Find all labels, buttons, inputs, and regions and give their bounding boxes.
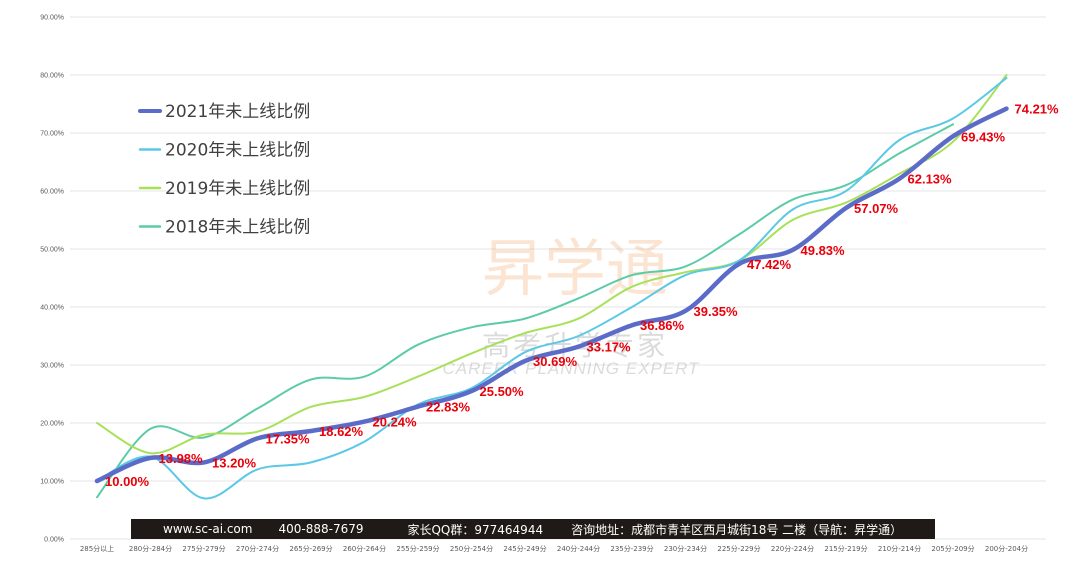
data-label: 33.17% — [587, 340, 632, 355]
watermark-logo-text: 昇学通 — [482, 232, 668, 305]
footer-website: www.sc-ai.com — [163, 522, 253, 536]
x-tick-label: 260分-264分 — [343, 544, 386, 553]
footer-qq-group: 家长QQ群：977464944 — [407, 522, 544, 537]
data-label: 30.69% — [533, 354, 578, 369]
x-axis-ticks: 285分以上 280分-284分 275分-279分 270分-274分 265分-26… — [80, 544, 1028, 553]
x-tick-label: 235分-239分 — [610, 544, 653, 553]
footer-address: 咨询地址：成都市青羊区西月城街18号 二楼（导航：昇学通） — [571, 522, 903, 537]
x-tick-label: 240分-244分 — [557, 544, 600, 553]
legend-label-2018: 2018年未上线比例 — [165, 218, 310, 238]
data-label: 22.83% — [426, 400, 471, 415]
y-tick-label: 80.00% — [40, 73, 64, 80]
series-line-2020 — [96, 76, 1008, 500]
data-label: 13.20% — [212, 455, 257, 470]
y-tick-label: 40.00% — [40, 305, 64, 312]
data-labels: 10.00% 13.98% 13.20% 17.35% 18.62% 20.24% 22.8… — [105, 102, 1059, 489]
footer-phone: 400-888-7679 — [278, 522, 364, 536]
data-label: 69.43% — [961, 129, 1006, 144]
series-line-2019 — [96, 74, 1008, 455]
y-tick-label: 30.00% — [40, 363, 64, 370]
legend-label-2021: 2021年未上线比例 — [165, 102, 310, 122]
data-label: 74.21% — [1015, 102, 1060, 117]
data-label: 62.13% — [908, 172, 953, 187]
data-label: 49.83% — [801, 243, 846, 258]
x-tick-label: 200分-204分 — [985, 544, 1028, 553]
y-tick-label: 90.00% — [40, 15, 64, 22]
data-label: 10.00% — [105, 474, 150, 489]
x-tick-label: 215分-219分 — [824, 544, 867, 553]
legend: 2021年未上线比例 2020年未上线比例 2019年未上线比例 2018年未上线比例 — [138, 102, 310, 238]
x-tick-label: 280分-284分 — [129, 544, 172, 553]
series-line-2018 — [96, 123, 954, 499]
legend-label-2020: 2020年未上线比例 — [165, 141, 310, 161]
x-tick-label: 210分-214分 — [878, 544, 921, 553]
y-tick-label: 60.00% — [40, 189, 64, 196]
y-axis-ticks: 90.00% 80.00% 70.00% 60.00% 50.00% 40.00% 30.0… — [40, 15, 64, 544]
y-tick-label: 50.00% — [40, 247, 64, 254]
data-label: 47.42% — [747, 257, 792, 272]
x-tick-label: 270分-274分 — [236, 544, 279, 553]
x-tick-label: 275分-279分 — [182, 544, 225, 553]
data-label: 57.07% — [854, 201, 899, 216]
y-tick-label: 70.00% — [40, 131, 64, 138]
x-tick-label: 205分-209分 — [931, 544, 974, 553]
y-tick-label: 10.00% — [40, 479, 64, 486]
x-tick-label: 245分-249分 — [503, 544, 546, 553]
data-label: 39.35% — [694, 304, 739, 319]
y-tick-label: 0.00% — [44, 537, 64, 544]
data-label: 17.35% — [266, 431, 311, 446]
data-label: 36.86% — [640, 318, 685, 333]
x-tick-label: 225分-229分 — [717, 544, 760, 553]
data-label: 18.62% — [319, 424, 364, 439]
x-tick-label: 265分-269分 — [289, 544, 332, 553]
x-tick-label: 255分-259分 — [396, 544, 439, 553]
contact-footer-bar: www.sc-ai.com 400-888-7679 家长QQ群：9774649… — [131, 519, 935, 539]
y-tick-label: 20.00% — [40, 421, 64, 428]
data-label: 20.24% — [373, 415, 418, 430]
series-line-2021 — [94, 106, 1009, 484]
data-label: 13.98% — [159, 451, 204, 466]
x-tick-label: 285分以上 — [80, 544, 114, 553]
legend-label-2019: 2019年未上线比例 — [165, 179, 310, 199]
x-tick-label: 220分-224分 — [771, 544, 814, 553]
x-tick-label: 230分-234分 — [664, 544, 707, 553]
series-lines — [94, 74, 1009, 500]
watermark-subtitle: 高考升学专家 — [482, 329, 668, 362]
data-label: 25.50% — [480, 384, 525, 399]
x-tick-label: 250分-254分 — [450, 544, 493, 553]
